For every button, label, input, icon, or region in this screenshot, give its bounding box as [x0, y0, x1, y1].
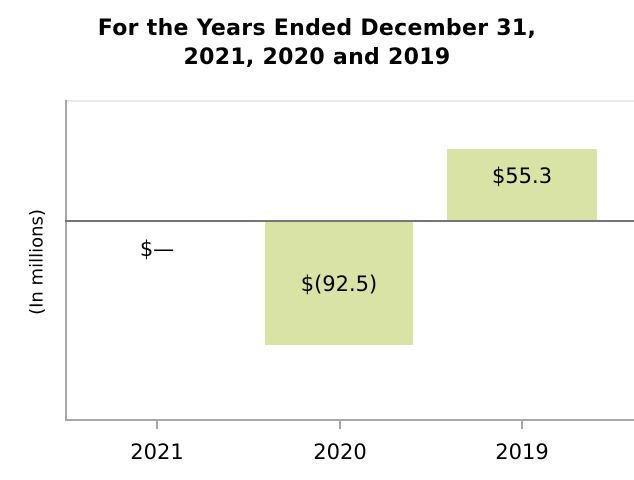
- x-tick-label-2020: 2020: [313, 440, 367, 464]
- left-spine: [65, 100, 67, 421]
- bar-2020: $(92.5): [265, 222, 413, 345]
- chart-title-line1: For the Years Ended December 31,: [97, 16, 537, 41]
- bar-value-label-2019: $55.3: [491, 164, 553, 188]
- bar-value-label-2020: $(92.5): [300, 271, 378, 296]
- bar-2019: $55.3: [447, 149, 597, 221]
- bottom-spine: [65, 419, 634, 421]
- chart-title: For the Years Ended December 31, 2021, 2…: [0, 14, 634, 72]
- top-spine: [65, 100, 634, 102]
- y-axis-label: (In millions): [26, 209, 48, 315]
- x-tick-label-2019: 2019: [495, 440, 549, 464]
- x-tick-2019: [521, 421, 523, 429]
- bar-value-label-2021: $—: [139, 237, 175, 261]
- chart-title-line2: 2021, 2020 and 2019: [183, 45, 451, 70]
- x-tick-2021: [156, 421, 158, 429]
- x-tick-label-2021: 2021: [130, 440, 184, 464]
- zero-baseline: [65, 220, 634, 222]
- x-tick-2020: [339, 421, 341, 429]
